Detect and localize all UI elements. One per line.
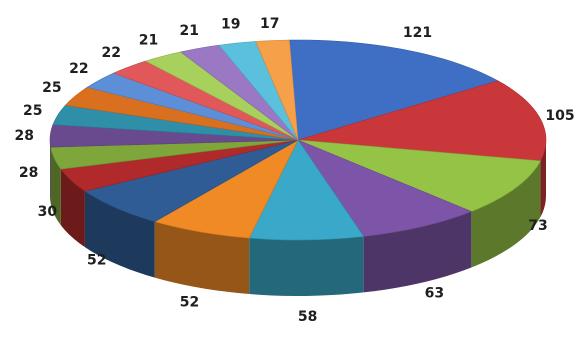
pie-side-8 — [60, 169, 85, 248]
pie-side-5 — [249, 236, 364, 296]
data-label-4: 63 — [425, 286, 444, 302]
pie-slice-9 — [50, 139, 299, 170]
data-label-8: 30 — [38, 204, 58, 220]
pie-slice-14 — [112, 60, 299, 141]
pie-side-7 — [84, 191, 155, 278]
pie-slice-18 — [255, 39, 299, 141]
pie-side-6 — [154, 221, 250, 295]
data-label-12: 25 — [42, 80, 61, 96]
pie-slice-16 — [179, 44, 299, 141]
data-label-13: 22 — [69, 61, 88, 77]
data-label-7: 52 — [87, 253, 106, 269]
pie-slice-4 — [297, 139, 473, 237]
pie-slice-10 — [49, 124, 299, 148]
pie-slice-11 — [52, 104, 299, 141]
pie-side-2 — [540, 140, 546, 217]
data-label-10: 28 — [14, 128, 33, 144]
pie-slice-13 — [86, 72, 299, 141]
data-label-9: 28 — [19, 165, 38, 181]
data-label-2: 105 — [545, 108, 574, 124]
data-label-16: 21 — [179, 23, 198, 39]
data-label-17: 19 — [221, 17, 240, 33]
data-label-14: 22 — [101, 45, 120, 61]
pie-slice-3 — [297, 139, 542, 212]
pie-side-9 — [50, 147, 61, 226]
pie-side-3 — [471, 160, 541, 268]
pie-side-10 — [50, 140, 51, 204]
pie-sides — [50, 140, 546, 296]
pie-slice-1 — [289, 39, 499, 141]
data-label-15: 21 — [139, 32, 158, 48]
data-label-3: 73 — [528, 218, 547, 234]
pie-slice-6 — [153, 139, 299, 239]
data-label-11: 25 — [23, 103, 42, 119]
data-label-5: 58 — [298, 309, 317, 325]
data-label-6: 52 — [180, 295, 199, 311]
data-label-18: 17 — [260, 16, 279, 32]
pie-slice-7 — [84, 139, 299, 222]
pie-slice-2 — [297, 80, 547, 162]
pie-slice-8 — [60, 139, 299, 192]
pie-slice-15 — [144, 51, 299, 141]
data-label-1: 121 — [403, 25, 432, 41]
pie-side-4 — [363, 211, 472, 293]
pie-top-slices — [49, 39, 547, 241]
pie-slice-12 — [64, 86, 299, 141]
pie-slice-5 — [248, 139, 365, 241]
